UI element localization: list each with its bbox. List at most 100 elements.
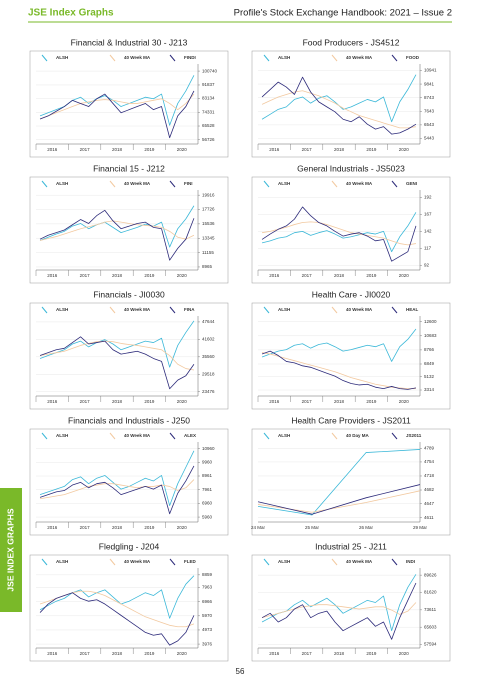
y-tick-label: 74331	[202, 109, 215, 114]
x-tick-label: 2019	[366, 651, 377, 656]
series-line	[257, 449, 421, 516]
legend-label: 40 Day MA	[346, 433, 370, 438]
legend-swatch	[391, 180, 398, 188]
series-line	[39, 336, 195, 390]
y-tick-label: 3976	[202, 641, 213, 646]
legend-swatch	[109, 54, 116, 62]
y-tick-label: 12600	[424, 319, 437, 324]
y-tick-label: 8766	[424, 347, 435, 352]
y-tick-label: 47644	[202, 319, 215, 324]
legend-swatch	[331, 54, 338, 62]
legend-swatch	[331, 558, 338, 566]
y-tick-label: 167	[424, 212, 432, 217]
legend-swatch	[391, 432, 398, 440]
x-tick-label: 2018	[112, 399, 123, 404]
y-tick-label: 19916	[202, 192, 215, 197]
series-line	[261, 328, 417, 362]
legend-label: ALSH	[278, 55, 290, 60]
x-tick-label: 2019	[366, 273, 377, 278]
x-tick-label: 2018	[112, 147, 123, 152]
series-line	[39, 205, 195, 248]
y-tick-label: 8961	[202, 473, 213, 478]
y-tick-label: 23476	[202, 389, 215, 394]
y-tick-label: 4647	[424, 501, 435, 506]
legend-label: FINDI	[184, 55, 196, 60]
x-tick-label: 2020	[177, 399, 188, 404]
series-line	[261, 212, 417, 253]
y-tick-label: 100740	[202, 68, 218, 73]
legend-label: 40 Week MA	[124, 433, 151, 438]
legend-label: 40 Week MA	[346, 559, 373, 564]
legend-label: ALSH	[278, 559, 290, 564]
x-tick-label: 2020	[177, 273, 188, 278]
side-tab	[0, 488, 22, 612]
legend-swatch	[41, 558, 48, 566]
y-tick-label: 4611	[424, 515, 434, 520]
x-tick-label: 2017	[80, 525, 91, 530]
x-tick-label: 2018	[334, 147, 345, 152]
x-tick-label: 2019	[144, 525, 155, 530]
y-tick-label: 29518	[202, 371, 215, 376]
legend-swatch	[331, 306, 338, 314]
series-line	[39, 465, 195, 515]
x-tick-label: 25 Mar	[305, 525, 320, 530]
series-line	[261, 206, 417, 262]
y-tick-label: 4754	[424, 459, 435, 464]
x-tick-label: 24 Mar	[251, 525, 266, 530]
legend-label: ALSH	[56, 181, 68, 186]
chart-title: Financial & Industrial 30 - J213	[71, 37, 188, 47]
chart-frame	[251, 302, 451, 410]
x-tick-label: 2020	[399, 147, 410, 152]
x-tick-label: 2017	[80, 147, 91, 152]
series-line	[39, 209, 195, 261]
x-tick-label: 2018	[112, 525, 123, 530]
legend-swatch	[109, 180, 116, 188]
legend-label: ALSH	[56, 433, 68, 438]
y-tick-label: 17726	[202, 207, 215, 212]
legend-label: 40 Week MA	[124, 559, 151, 564]
x-tick-label: 2020	[399, 651, 410, 656]
y-tick-label: 7643	[424, 108, 435, 113]
side-tab-label: JSE INDEX GRAPHS	[5, 508, 15, 591]
x-tick-label: 2018	[112, 651, 123, 656]
x-tick-label: 2016	[47, 525, 58, 530]
y-tick-label: 13345	[202, 235, 215, 240]
y-tick-label: 4682	[424, 487, 435, 492]
y-tick-label: 35560	[202, 354, 215, 359]
chart-title: General Industrials - JS5023	[297, 163, 405, 173]
series-line	[39, 220, 195, 241]
series-line	[39, 479, 195, 500]
x-tick-label: 26 Mar	[359, 525, 374, 530]
y-tick-label: 3314	[424, 387, 435, 392]
y-tick-label: 142	[424, 229, 432, 234]
legend-swatch	[169, 54, 176, 62]
y-tick-label: 89626	[424, 572, 437, 577]
y-tick-label: 57594	[424, 642, 437, 647]
y-tick-label: 91837	[202, 82, 215, 87]
y-tick-label: 5443	[424, 136, 435, 141]
legend-swatch	[391, 54, 398, 62]
legend-label: FOOD	[406, 55, 420, 60]
x-tick-label: 2016	[269, 147, 280, 152]
series-line	[261, 574, 417, 632]
x-tick-label: 2016	[269, 399, 280, 404]
y-tick-label: 9841	[424, 81, 435, 86]
legend-label: FLED	[184, 559, 196, 564]
x-tick-label: 2020	[177, 147, 188, 152]
legend-label: 40 Week MA	[346, 181, 373, 186]
legend-label: FINA	[184, 307, 195, 312]
y-tick-label: 4789	[424, 445, 435, 450]
y-tick-label: 6960	[202, 501, 213, 506]
legend-swatch	[41, 306, 48, 314]
x-tick-label: 2016	[269, 651, 280, 656]
series-line	[39, 592, 195, 646]
series-line	[39, 450, 195, 506]
x-tick-label: 2020	[177, 651, 188, 656]
x-tick-label: 2020	[399, 399, 410, 404]
chart-title: Fledgling - J204	[99, 541, 160, 551]
legend-label: ALSH	[278, 433, 290, 438]
y-tick-label: 5132	[424, 374, 435, 379]
x-tick-label: 2017	[80, 399, 91, 404]
legend-label: ALSH	[278, 307, 290, 312]
y-tick-label: 10683	[424, 333, 437, 338]
